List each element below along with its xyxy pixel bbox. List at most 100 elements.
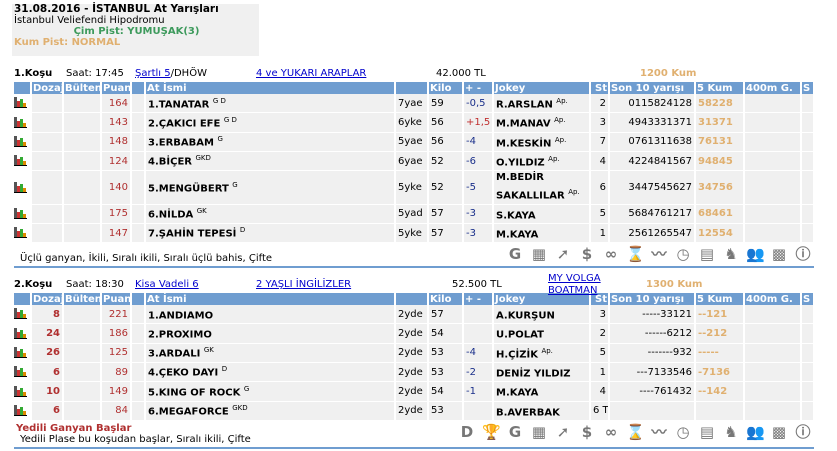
stats-chart-icon[interactable]	[14, 97, 27, 109]
col-header[interactable]	[395, 82, 429, 94]
people-icon[interactable]: 👥	[746, 245, 765, 264]
col-header[interactable]: + -	[463, 82, 494, 94]
stats-chart-icon[interactable]	[14, 308, 27, 320]
trend-arrow-icon[interactable]: ➚	[556, 245, 570, 264]
jockey[interactable]: B.AVERBAK	[496, 406, 560, 418]
G-icon[interactable]: G	[508, 245, 522, 264]
calculator-card-icon[interactable]: ▦	[531, 245, 547, 264]
trophy-link[interactable]: MY VOLGA BOATMAN	[548, 273, 601, 296]
table-row[interactable]: 148 3.ERBABAM G 5yae 56 -4 M.KESKİN Ap. …	[14, 132, 815, 152]
jockey[interactable]: R.ARSLAN	[496, 99, 553, 111]
stats-chart-icon[interactable]	[14, 181, 27, 193]
checkered-flag-icon[interactable]: ▩	[771, 422, 787, 441]
jockey[interactable]: M.KESKİN	[496, 137, 552, 149]
horse-name[interactable]: 4.ÇEKO DAYI	[148, 367, 219, 379]
table-row[interactable]: 6 89 4.ÇEKO DAYI D 2yde 53 -2 DENİZ YILD…	[14, 362, 815, 383]
col-header[interactable]: 5 Kum	[695, 82, 745, 94]
jockey[interactable]: M.KAYA	[496, 387, 539, 399]
table-row[interactable]: 175 6.NİLDA GK 5yad 57 -3 S.KAYA 5 56847…	[14, 204, 815, 224]
stats-chart-icon[interactable]	[14, 347, 27, 359]
col-header[interactable]: Puan	[101, 293, 132, 305]
col-header[interactable]	[131, 82, 146, 94]
jockey[interactable]: M.KAYA	[496, 229, 539, 241]
horse-name[interactable]: 1.TANATAR	[148, 98, 210, 110]
stats-chart-icon[interactable]	[14, 136, 27, 148]
col-header[interactable]	[395, 293, 429, 305]
col-header[interactable]: Son 10 yarışı	[609, 293, 696, 305]
trend-arrow-icon[interactable]: ➚	[556, 422, 570, 441]
col-header[interactable]: S	[801, 293, 815, 305]
stats-chart-icon[interactable]	[14, 155, 27, 167]
dollar-icon[interactable]: $	[581, 422, 593, 441]
race-group-link[interactable]: 2 YAŞLI İNGİLİZLER	[256, 279, 352, 290]
jockey[interactable]: A.KURŞUN	[496, 310, 555, 322]
horse-name[interactable]: 3.ARDALI	[148, 348, 201, 360]
col-header[interactable]: Dozaj	[31, 293, 64, 305]
horse-name[interactable]: 4.BİÇER	[148, 156, 192, 168]
table-row[interactable]: 147 7.ŞAHİN TEPESİ D 5yke 57 -3 M.KAYA 1…	[14, 223, 815, 244]
jockey[interactable]: M.MANAV	[496, 118, 551, 130]
hourglass-icon[interactable]: ⌛	[626, 422, 645, 441]
horse-name[interactable]: 6.NİLDA	[148, 209, 194, 221]
jockey[interactable]: DENİZ YILDIZ	[496, 368, 571, 380]
stats-chart-icon[interactable]	[14, 208, 27, 220]
jockey[interactable]: S.KAYA	[496, 209, 536, 221]
col-header[interactable]: Kilo	[428, 293, 464, 305]
stats-chart-icon[interactable]	[14, 116, 27, 128]
race-condition-link[interactable]: Kisa Vadeli 6	[135, 279, 199, 290]
col-header[interactable]: + -	[463, 293, 494, 305]
binoculars-icon[interactable]: ∞	[604, 245, 618, 264]
col-header[interactable]: Son 10 yarışı	[609, 82, 696, 94]
horse-head-icon[interactable]: ♞	[724, 422, 738, 441]
stats-chart-icon[interactable]	[14, 366, 27, 378]
dollar-icon[interactable]: $	[581, 245, 593, 264]
col-header[interactable]: Dozaj	[31, 82, 64, 94]
horse-name[interactable]: 3.ERBABAM	[148, 137, 214, 149]
col-header[interactable]: 5 Kum	[695, 293, 745, 305]
jockey[interactable]: U.POLAT	[496, 329, 544, 341]
horse-name[interactable]: 7.ŞAHİN TEPESİ	[148, 228, 237, 240]
table-row[interactable]: 24 186 2.PROXIMO 2yde 54 U.POLAT 2 -----…	[14, 323, 815, 344]
table-row[interactable]: 6 84 6.MEGAFORCE GKD 2yde 53 B.AVERBAK 6…	[14, 401, 815, 421]
horse-head-icon[interactable]: ♞	[724, 245, 738, 264]
col-header[interactable]: 400m G.	[744, 82, 802, 94]
calculator-card-icon[interactable]: ▦	[531, 422, 547, 441]
col-header[interactable]: S	[801, 82, 815, 94]
info-icon[interactable]: ⓘ	[795, 245, 811, 264]
horse-name[interactable]: 2.PROXIMO	[148, 329, 212, 341]
col-header[interactable]: Jokey	[493, 82, 591, 94]
horse-name[interactable]: 2.ÇAKICI EFE	[148, 118, 221, 130]
G-icon[interactable]: G	[508, 422, 522, 441]
line-chart-icon[interactable]: 〰	[651, 245, 667, 264]
jockey[interactable]: O.YILDIZ	[496, 157, 545, 169]
horse-name[interactable]: 1.ANDIAMO	[148, 309, 214, 321]
col-header[interactable]: Puan	[101, 82, 132, 94]
binoculars-icon[interactable]: ∞	[604, 422, 618, 441]
table-row[interactable]: 164 1.TANATAR G D 7yae 59 -0,5 R.ARSLAN …	[14, 94, 815, 114]
stats-chart-icon[interactable]	[14, 327, 27, 339]
calculator-icon[interactable]: ▤	[699, 422, 715, 441]
table-row[interactable]: 8 221 1.ANDIAMO 2yde 57 A.KURŞUN 3 -----…	[14, 305, 815, 325]
col-header[interactable]: Bülten	[63, 293, 102, 305]
table-row[interactable]: 140 5.MENGÜBERT G 5yke 52 -5 M.BEDİR SAK…	[14, 170, 815, 205]
horse-name[interactable]: 6.MEGAFORCE	[148, 406, 229, 418]
people-icon[interactable]: 👥	[746, 422, 765, 441]
col-header[interactable]: Jokey	[493, 293, 591, 305]
D-icon[interactable]: D	[460, 422, 474, 441]
line-chart-icon[interactable]: 〰	[651, 422, 667, 441]
col-header[interactable]: 400m G.	[744, 293, 802, 305]
jockey[interactable]: M.BEDİR SAKALLILAR	[496, 172, 565, 202]
table-row[interactable]: 143 2.ÇAKICI EFE G D 6yke 56 +1,5 M.MANA…	[14, 112, 815, 133]
stopwatch-icon[interactable]: ◷	[676, 245, 690, 264]
stopwatch-icon[interactable]: ◷	[676, 422, 690, 441]
col-header[interactable]: Kilo	[428, 82, 464, 94]
horse-name[interactable]: 5.MENGÜBERT	[148, 183, 229, 195]
table-row[interactable]: 10 149 5.KING OF ROCK G 2yde 54 -1 M.KAY…	[14, 381, 815, 402]
trophy-icon[interactable]: 🏆	[482, 422, 501, 441]
stats-chart-icon[interactable]	[14, 405, 27, 417]
race-group-link[interactable]: 4 ve YUKARI ARAPLAR	[256, 68, 367, 79]
col-header[interactable]: At İsmi	[145, 293, 396, 305]
info-icon[interactable]: ⓘ	[795, 422, 811, 441]
race-condition-link[interactable]: Şartlı 5	[135, 68, 171, 79]
table-row[interactable]: 26 125 3.ARDALI GK 2yde 53 -4 H.ÇİZİK Ap…	[14, 343, 815, 363]
